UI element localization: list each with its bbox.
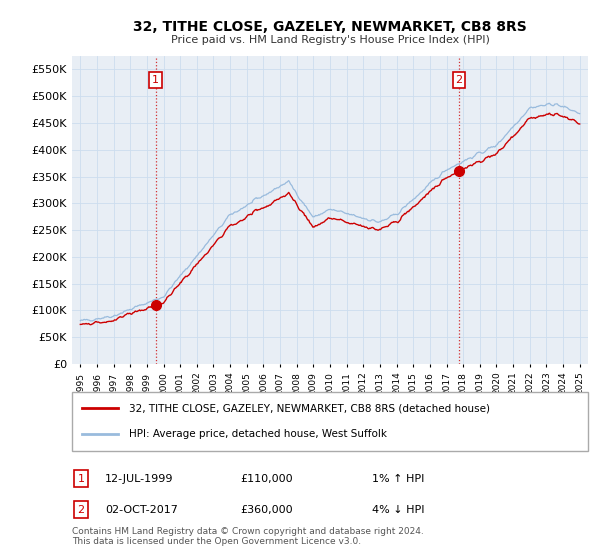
Text: Contains HM Land Registry data © Crown copyright and database right 2024.
This d: Contains HM Land Registry data © Crown c…: [72, 526, 424, 546]
Text: £360,000: £360,000: [240, 505, 293, 515]
Text: 02-OCT-2017: 02-OCT-2017: [105, 505, 178, 515]
Text: 1: 1: [77, 474, 85, 484]
Text: £110,000: £110,000: [240, 474, 293, 484]
Text: 2: 2: [455, 75, 463, 85]
Text: 12-JUL-1999: 12-JUL-1999: [105, 474, 173, 484]
Text: 32, TITHE CLOSE, GAZELEY, NEWMARKET, CB8 8RS: 32, TITHE CLOSE, GAZELEY, NEWMARKET, CB8…: [133, 20, 527, 34]
Text: 2: 2: [77, 505, 85, 515]
Text: 1% ↑ HPI: 1% ↑ HPI: [372, 474, 424, 484]
Text: 1: 1: [152, 75, 159, 85]
Text: Price paid vs. HM Land Registry's House Price Index (HPI): Price paid vs. HM Land Registry's House …: [170, 35, 490, 45]
Text: 32, TITHE CLOSE, GAZELEY, NEWMARKET, CB8 8RS (detached house): 32, TITHE CLOSE, GAZELEY, NEWMARKET, CB8…: [129, 403, 490, 413]
Text: 4% ↓ HPI: 4% ↓ HPI: [372, 505, 425, 515]
Text: HPI: Average price, detached house, West Suffolk: HPI: Average price, detached house, West…: [129, 430, 387, 440]
